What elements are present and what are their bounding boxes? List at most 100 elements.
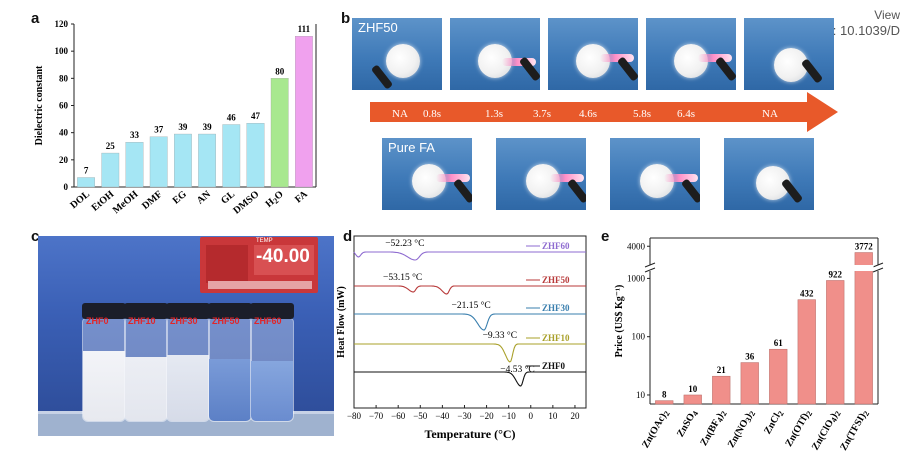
zhf50-photo-2 [450, 18, 540, 90]
bar [826, 280, 845, 405]
bar [198, 133, 216, 188]
y-tick-label: 100 [55, 46, 69, 56]
dsc-heat-flow-chart: −80 −70 −60 −50 −40 −30 −20 −10 0 10 20 Temperature… [336, 235, 587, 441]
x-tick-label: ZnSO4 [675, 408, 700, 440]
timeline-label: 0.8s [423, 108, 441, 120]
series-line [354, 285, 586, 295]
bar-value-label: 111 [298, 24, 311, 34]
bar [270, 78, 289, 188]
bar-value-label: 33 [130, 130, 140, 140]
controller-value: -40.00 [256, 246, 310, 267]
axis-break-mark [644, 262, 656, 268]
x-tick-label: −20 [480, 411, 495, 421]
x-tick-label: −70 [369, 411, 384, 421]
x-tick-label: DMSO [231, 189, 261, 217]
peak-annotation: −9.33 °C [483, 330, 518, 341]
axis-break-mark [644, 267, 656, 273]
x-tick-label: EG [171, 189, 189, 207]
bar [101, 152, 120, 188]
y-tick-label: 100 [632, 332, 646, 342]
x-tick-label: Zn(BF4)2 [698, 408, 728, 448]
axis-break-mark [872, 262, 884, 268]
panel-letter-b: b [341, 10, 351, 27]
bar-value-label: 39 [178, 122, 188, 132]
peak-annotation: −4.53 °C [500, 364, 535, 375]
timeline-arrow-shape [370, 92, 838, 132]
x-tick-label: −40 [435, 411, 450, 421]
zhf50-photo-5 [744, 18, 834, 90]
x-tick-label: MeOH [111, 189, 141, 216]
purefa-photo-1: Pure FA [382, 138, 472, 210]
y-tick-label: 4000 [627, 241, 646, 251]
bar [712, 375, 731, 405]
timeline-arrow: NA 0.8s 1.3s 3.7s 4.6s 5.8s 6.4s NA [370, 92, 838, 132]
controller-title: TEMP [256, 238, 273, 244]
temperature-controller: TEMP -40.00 [200, 237, 318, 293]
series-line [353, 251, 586, 261]
x-tick-label: ZnCl2 [762, 408, 786, 437]
legend-label: ZHF50 [542, 275, 570, 285]
zinc-salt-price-chart: 10 100 1000 4000 Price (US$ Kg⁻¹) 8 Zn(OAc)2 10… [614, 237, 884, 453]
purefa-photo-4 [724, 138, 814, 210]
x-tick-label: −30 [457, 411, 472, 421]
y-tick-label: 1000 [627, 273, 646, 283]
zhf50-photo-3 [548, 18, 638, 90]
zhf50-photo-1: ZHF50 [352, 18, 442, 90]
bar [125, 142, 144, 188]
axis-break-gap [646, 265, 654, 271]
zhf50-photo-4 [646, 18, 736, 90]
y-tick-label: 80 [59, 73, 69, 83]
vial-label: ZHF30 [170, 316, 198, 326]
bar [854, 252, 873, 405]
series-line [354, 371, 586, 387]
dielectric-bar-chart: 0 20 40 60 80 100 120 Dielectric constant 7 DOL 25… [34, 19, 317, 217]
bar [683, 394, 702, 405]
x-tick-label: GL [219, 189, 237, 207]
y-tick-label: 60 [59, 101, 69, 111]
x-tick-label: FA [293, 188, 310, 205]
y-tick-label: 120 [55, 19, 69, 29]
flammability-test-panel: ZHF50 NA 0.8s 1.3s 3.7s 4.6s 5.8s 6.4s NA Pure … [352, 18, 842, 218]
vial [166, 303, 210, 422]
x-tick-label: −10 [502, 411, 517, 421]
bar [77, 177, 95, 188]
bar-break-gap [853, 265, 874, 271]
bar [740, 362, 759, 405]
x-tick-label: 10 [548, 411, 558, 421]
bar [149, 136, 168, 188]
bar-value-label: 8 [662, 390, 667, 400]
y-axis-label: Dielectric constant [34, 65, 45, 145]
x-tick-label: 0 [529, 411, 534, 421]
y-tick-label: 40 [59, 128, 69, 138]
vial-label: ZHF0 [86, 316, 109, 326]
bar-value-label: 25 [106, 141, 116, 151]
x-tick-label: 20 [570, 411, 580, 421]
timeline-label: 6.4s [677, 108, 695, 120]
series-line [354, 313, 586, 331]
x-tick-label: Zn(OAc)2 [640, 408, 672, 451]
purefa-photo-2 [496, 138, 586, 210]
vial-label: ZHF60 [254, 316, 282, 326]
y-axis-label: Price (US$ Kg⁻¹) [614, 285, 625, 358]
bar-value-label: 80 [275, 66, 285, 76]
bar-value-label: 36 [745, 352, 755, 362]
vial [208, 303, 252, 422]
legend-label: ZHF10 [542, 333, 570, 343]
purefa-photo-3 [610, 138, 700, 210]
vial-label: ZHF50 [212, 316, 240, 326]
bar [295, 36, 313, 188]
bar-value-label: 7 [84, 165, 89, 175]
bar [174, 133, 192, 188]
legend-label: ZHF60 [542, 241, 570, 251]
x-tick-label: Zn(OTf)2 [783, 408, 814, 449]
peak-annotation: −21.15 °C [451, 300, 490, 311]
panel-letter-a: a [31, 10, 40, 27]
y-tick-label: 10 [636, 390, 646, 400]
bar-value-label: 61 [774, 338, 784, 348]
bar-value-label: 21 [717, 365, 727, 375]
zhf50-label: ZHF50 [358, 20, 398, 35]
x-tick-label: Zn(NO3)2 [726, 408, 757, 450]
bar-value-label: 46 [227, 113, 237, 123]
purefa-label: Pure FA [388, 140, 435, 155]
timeline-label: 3.7s [533, 108, 551, 120]
